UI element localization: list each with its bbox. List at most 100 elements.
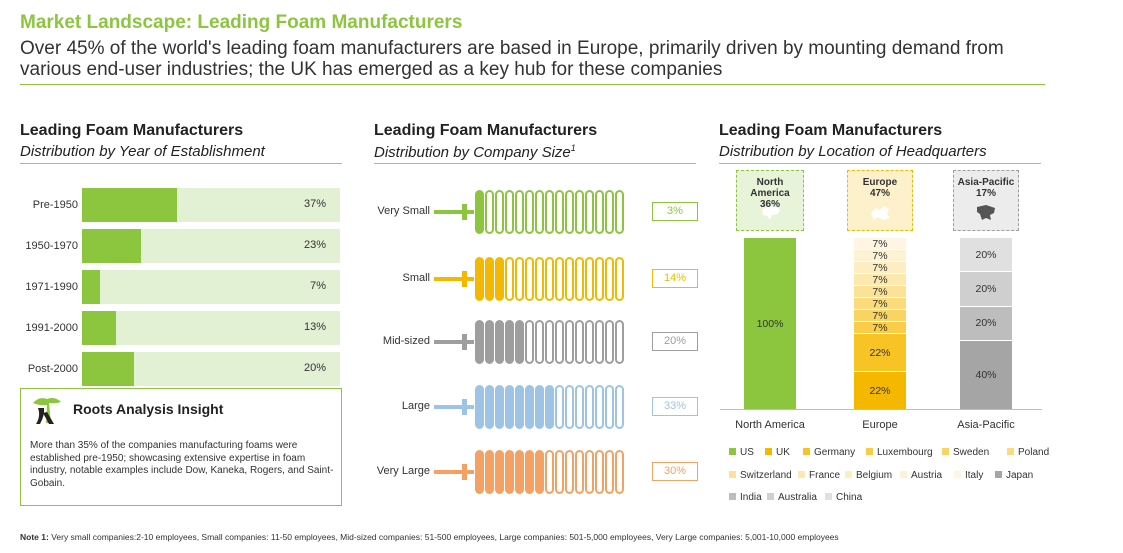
- legend-swatch: [803, 447, 810, 455]
- legend-label: Belgium: [856, 470, 893, 481]
- location-panel-subtitle: Distribution by Location of Headquarters: [719, 143, 987, 160]
- spring-coil: [565, 385, 574, 429]
- spring-coil: [545, 257, 554, 301]
- segment-label: 7%: [872, 237, 888, 250]
- year-panel-subtitle: Distribution by Year of Establishment: [20, 143, 265, 160]
- region-share: 36%: [759, 199, 780, 210]
- stack-segment: 7%: [854, 237, 906, 250]
- segment-label: 40%: [975, 369, 997, 382]
- location-category-label: Asia-Pacific: [957, 419, 1015, 431]
- footnote-label: Note 1:: [20, 532, 49, 542]
- spring-coil: [525, 385, 534, 429]
- spring-coil: [575, 190, 584, 234]
- spring-coil: [545, 385, 554, 429]
- legend-item: India: [729, 492, 762, 503]
- legend-label: France: [809, 470, 841, 481]
- region-header-box: Asia-Pacific 17%: [953, 170, 1019, 231]
- spring-coil: [495, 190, 504, 234]
- spring-rod: [434, 277, 474, 281]
- spring-coil: [505, 257, 514, 301]
- spring-coil: [575, 385, 584, 429]
- spring-bar: [434, 257, 624, 301]
- europe-map-icon: [871, 206, 890, 220]
- spring-coil: [575, 320, 584, 364]
- legend-label: Sweden: [953, 447, 990, 458]
- spring-coil: [595, 320, 604, 364]
- year-bar-value: 13%: [303, 321, 326, 333]
- spring-coil: [535, 190, 544, 234]
- spring-coil: [515, 190, 524, 234]
- spring-rod: [434, 340, 474, 344]
- legend-label: US: [740, 447, 754, 458]
- legend-item: Japan: [995, 470, 1033, 481]
- spring-coil: [475, 190, 484, 234]
- spring-coil: [575, 450, 584, 494]
- spring-rod: [434, 405, 474, 409]
- stack-segment: 7%: [854, 249, 906, 262]
- legend-item: Belgium: [845, 470, 892, 481]
- spring-coil: [555, 320, 564, 364]
- legend-item: Sweden: [942, 447, 989, 458]
- segment-label: 7%: [872, 297, 888, 310]
- spring-coil: [485, 450, 494, 494]
- legend-swatch: [995, 470, 1002, 478]
- year-bar: [82, 352, 134, 386]
- year-category-label: 1950-1970: [25, 240, 78, 252]
- location-panel-divider: [719, 163, 1041, 164]
- spring-cap: [462, 334, 467, 350]
- stack-segment: 7%: [854, 285, 906, 298]
- size-category-label: Very Large: [376, 465, 430, 477]
- spring-coil: [475, 320, 484, 364]
- region-header-box: Europe 47%: [847, 170, 913, 231]
- year-category-label: 1971-1990: [25, 281, 78, 293]
- year-bar-value: 20%: [303, 362, 326, 374]
- spring-coil: [505, 450, 514, 494]
- legend-label: UK: [776, 447, 790, 458]
- region-name: Europe: [862, 177, 898, 188]
- legend-swatch: [942, 447, 949, 455]
- spring-bar: [434, 320, 624, 364]
- year-category-label: 1991-2000: [25, 322, 78, 334]
- page-title: Market Landscape: Leading Foam Manufactu…: [20, 12, 463, 33]
- spring-coil: [615, 257, 624, 301]
- region-share: 47%: [869, 188, 890, 199]
- segment-label: 20%: [975, 317, 997, 330]
- spring-coil: [585, 190, 594, 234]
- spring-coil: [615, 190, 624, 234]
- spring-coil: [515, 257, 524, 301]
- stack-segment: 20%: [960, 305, 1012, 341]
- spring-rod: [434, 210, 474, 214]
- legend-item: Germany: [803, 447, 855, 458]
- stack-segment: 7%: [854, 273, 906, 286]
- spring-coil: [595, 257, 604, 301]
- spring-coil: [615, 450, 624, 494]
- segment-label: 22%: [869, 346, 891, 359]
- legend-item: Switzerland: [729, 470, 792, 481]
- legend-swatch: [729, 492, 736, 500]
- size-panel-divider: [374, 163, 696, 164]
- region-name: Asia-Pacific: [957, 177, 1015, 188]
- stack-segment: 20%: [960, 237, 1012, 272]
- legend-swatch: [1007, 447, 1014, 455]
- size-panel-title: Leading Foam Manufacturers: [374, 122, 598, 139]
- size-panel-subtitle-text: Distribution by Company Size: [374, 144, 571, 161]
- segment-label: 7%: [872, 273, 888, 286]
- spring-bar: [434, 385, 624, 429]
- spring-coil: [605, 190, 614, 234]
- spring-coil: [505, 320, 514, 364]
- spring-coil: [495, 450, 504, 494]
- year-category-label: Post-2000: [27, 363, 78, 375]
- stack-segment: 40%: [960, 340, 1012, 409]
- legend-label: India: [740, 492, 762, 503]
- spring-coil: [605, 320, 614, 364]
- spring-coil: [605, 385, 614, 429]
- year-panel-title: Leading Foam Manufacturers: [20, 122, 244, 139]
- page-subtitle: Over 45% of the world's leading foam man…: [20, 38, 1004, 80]
- segment-label: 20%: [975, 248, 997, 261]
- size-value-box: 33%: [652, 397, 698, 416]
- spring-coil: [585, 320, 594, 364]
- size-category-label: Large: [401, 400, 430, 412]
- legend-swatch: [798, 470, 805, 478]
- year-bar-track: 7%: [82, 270, 340, 304]
- spring-coil: [605, 257, 614, 301]
